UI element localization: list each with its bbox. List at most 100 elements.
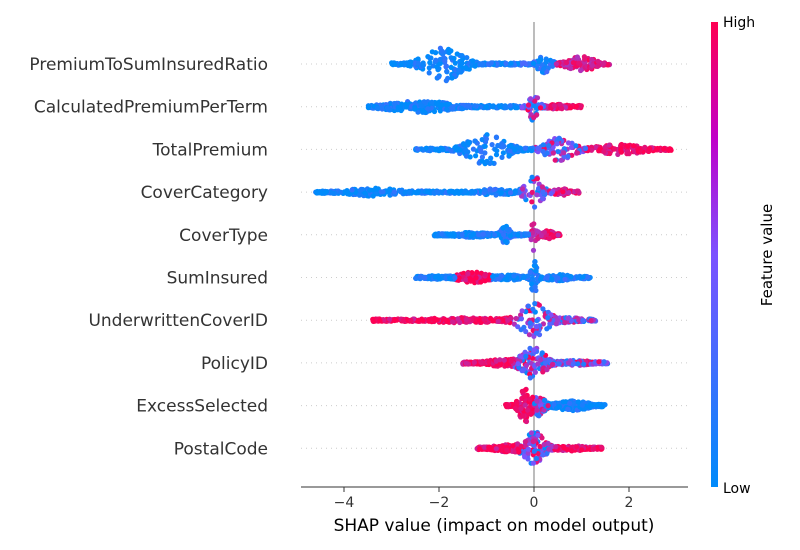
shap-point	[545, 315, 551, 321]
shap-point	[560, 399, 567, 405]
shap-point	[544, 367, 550, 373]
shap-point	[415, 146, 421, 152]
shap-point	[541, 441, 547, 447]
shap-point	[417, 273, 424, 279]
shap-point	[596, 62, 602, 68]
feature-swarm	[313, 174, 582, 210]
shap-point	[487, 315, 494, 321]
shap-point	[565, 140, 572, 146]
shap-point	[568, 274, 574, 280]
shap-point	[455, 67, 462, 73]
shap-point	[459, 232, 465, 238]
shap-point	[459, 60, 465, 66]
shap-point	[661, 146, 667, 152]
shap-point	[482, 271, 489, 277]
shap-point	[402, 190, 408, 196]
shap-point	[322, 189, 329, 195]
shap-point	[601, 149, 607, 155]
shap-point	[535, 361, 541, 367]
shap-point	[589, 402, 595, 408]
shap-point	[538, 232, 544, 239]
shap-point	[522, 439, 529, 445]
shap-point	[398, 62, 404, 68]
shap-point	[549, 276, 555, 282]
shap-point	[495, 142, 501, 149]
shap-point	[625, 143, 631, 149]
shap-point	[407, 189, 413, 195]
feature-label: PostalCode	[174, 439, 268, 459]
shap-point	[575, 399, 581, 405]
feature-label: PolicyID	[201, 354, 268, 374]
shap-point	[549, 361, 556, 368]
shap-point	[370, 316, 376, 322]
shap-point	[540, 189, 546, 195]
shap-point	[338, 189, 344, 195]
shap-point	[522, 349, 528, 355]
shap-point	[452, 275, 458, 281]
shap-point	[474, 269, 480, 275]
shap-point	[349, 187, 355, 193]
shap-point	[534, 176, 541, 182]
shap-point	[558, 157, 564, 163]
shap-point	[360, 186, 366, 193]
feature-swarm	[370, 301, 599, 339]
shap-point	[534, 407, 540, 413]
shap-point	[612, 146, 618, 152]
shap-point	[380, 189, 386, 195]
shap-point	[529, 410, 535, 416]
shap-point	[550, 150, 557, 156]
shap-point	[431, 108, 438, 115]
shap-point	[426, 65, 432, 71]
shap-point	[399, 101, 405, 107]
shap-point	[525, 446, 532, 452]
shap-point	[511, 273, 517, 279]
shap-point	[546, 357, 552, 363]
shap-point	[473, 275, 479, 281]
shap-point	[395, 104, 401, 110]
shap-point	[462, 147, 468, 154]
shap-point	[563, 60, 570, 66]
shap-point	[525, 303, 532, 309]
shap-point	[607, 150, 613, 157]
shap-point	[540, 369, 546, 375]
shap-point	[515, 232, 521, 238]
shap-point	[486, 232, 492, 238]
shap-point	[529, 230, 536, 236]
shap-point	[415, 189, 421, 195]
shap-point	[581, 361, 587, 367]
shap-point	[449, 104, 455, 110]
shap-point	[583, 145, 589, 151]
feature-swarm	[474, 429, 605, 466]
shap-point	[486, 444, 492, 450]
shap-point	[547, 321, 553, 327]
shap-point	[462, 188, 468, 194]
shap-point	[618, 146, 624, 152]
shap-point	[529, 189, 535, 195]
shap-point	[575, 361, 581, 367]
shap-point	[520, 413, 526, 419]
shap-point	[463, 64, 469, 71]
shap-point	[444, 106, 450, 112]
shap-point	[519, 388, 525, 394]
shap-point	[500, 225, 506, 231]
shap-point	[534, 318, 540, 324]
shap-point	[436, 74, 442, 80]
shap-point	[519, 104, 525, 110]
shap-point	[437, 102, 443, 108]
shap-point	[588, 318, 594, 324]
shap-point	[479, 137, 485, 143]
shap-point	[535, 412, 541, 418]
shap-point	[448, 48, 454, 54]
shap-point	[501, 318, 507, 324]
shap-point	[568, 144, 575, 150]
shap-point	[522, 393, 528, 399]
shap-point	[537, 443, 543, 450]
shap-point	[550, 144, 556, 150]
shap-point	[429, 99, 435, 105]
shap-point	[478, 147, 484, 153]
shap-point	[531, 115, 537, 121]
shap-point	[470, 231, 477, 237]
shap-point	[497, 103, 503, 109]
shap-point	[566, 190, 572, 196]
feature-swarm	[460, 345, 611, 381]
